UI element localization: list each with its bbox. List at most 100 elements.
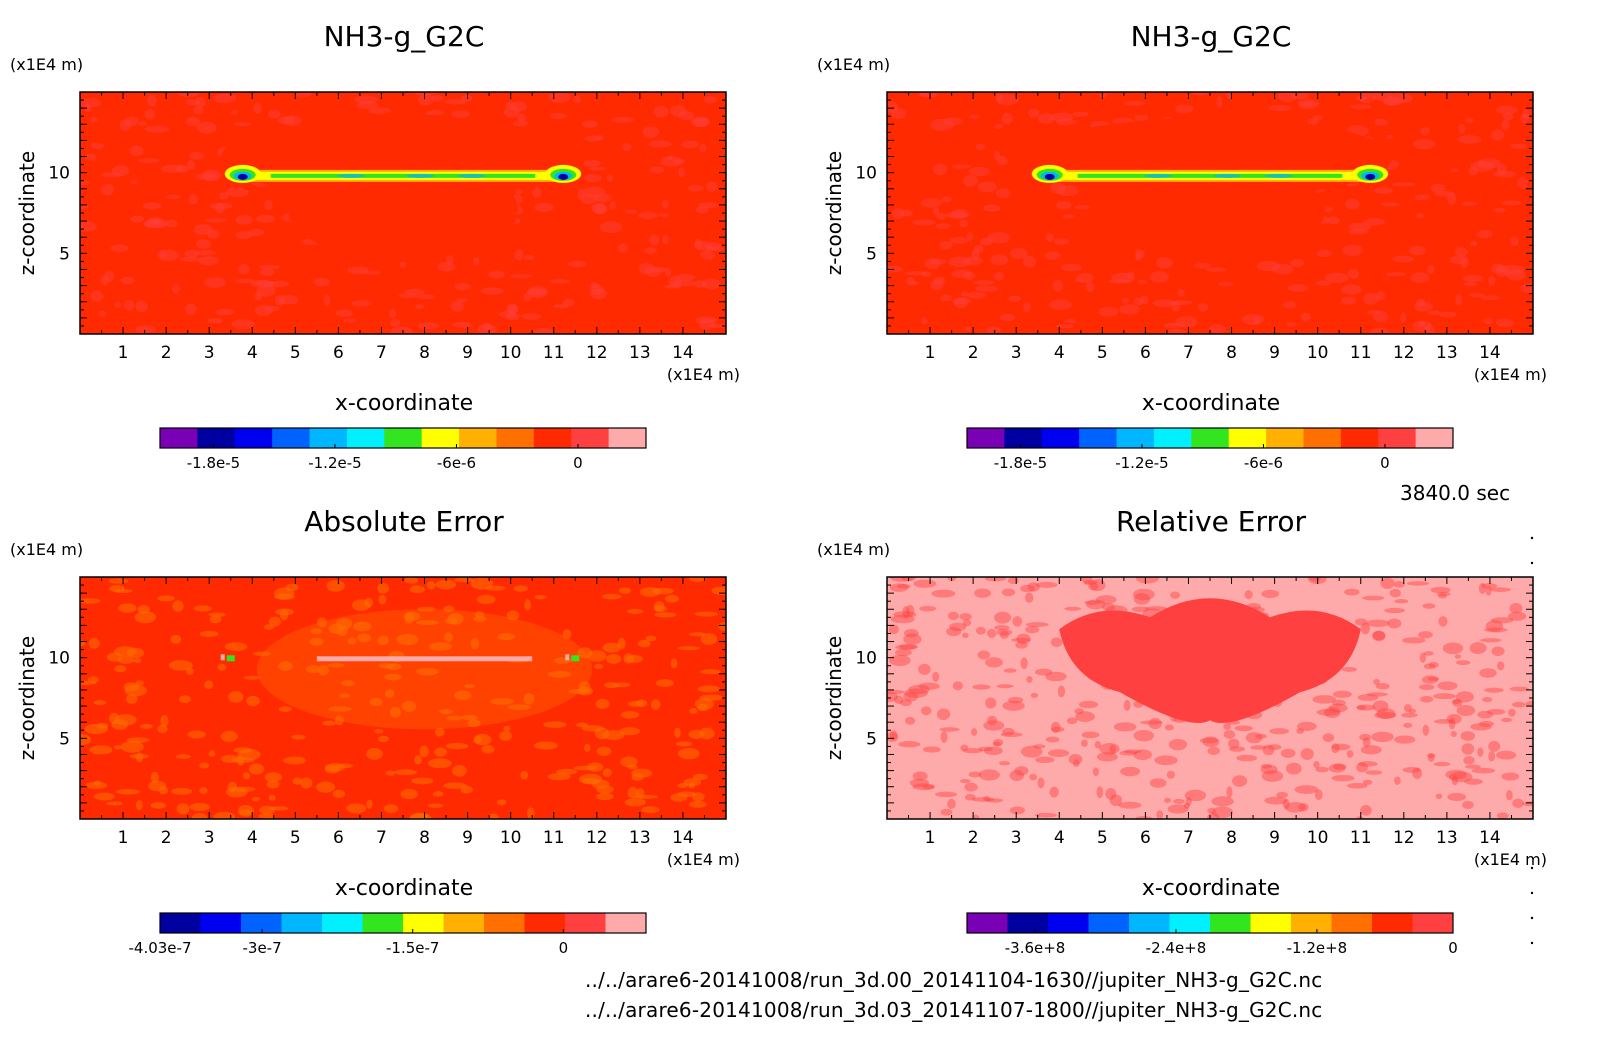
texture-blob — [899, 699, 912, 707]
texture-blob — [689, 632, 707, 637]
texture-blob — [1510, 236, 1519, 247]
texture-blob — [187, 159, 196, 171]
texture-blob — [948, 256, 972, 268]
texture-blob — [1470, 240, 1478, 247]
texture-blob — [654, 612, 677, 618]
texture-blob — [982, 204, 1001, 212]
texture-blob — [693, 280, 707, 288]
x-tick-label: 5 — [290, 828, 301, 848]
texture-blob — [971, 797, 995, 802]
texture-blob — [1360, 622, 1371, 635]
texture-blob — [1438, 616, 1448, 627]
texture-blob — [961, 632, 969, 638]
texture-blob — [583, 174, 602, 183]
x-tick-label: 13 — [1436, 343, 1458, 363]
texture-blob — [951, 269, 972, 279]
texture-blob — [114, 301, 121, 309]
x-tick-label: 10 — [500, 343, 522, 363]
x-tick-label: 6 — [1140, 828, 1151, 848]
texture-blob — [1331, 774, 1355, 782]
x-tick-label: 2 — [968, 343, 979, 363]
layer-spot — [457, 173, 486, 178]
texture-blob — [939, 727, 960, 732]
texture-blob — [253, 103, 262, 114]
texture-blob — [1297, 721, 1317, 731]
texture-blob — [217, 663, 227, 671]
texture-blob — [1164, 724, 1174, 731]
texture-blob — [214, 203, 226, 214]
texture-blob — [999, 313, 1016, 322]
colorbar-segment — [1169, 913, 1211, 933]
texture-blob — [133, 658, 142, 664]
texture-blob — [1229, 746, 1245, 752]
texture-blob — [123, 299, 134, 311]
texture-blob — [1520, 113, 1530, 124]
texture-blob — [1502, 112, 1514, 121]
x-tick-label: 11 — [1350, 343, 1372, 363]
texture-blob — [547, 670, 572, 678]
texture-blob — [1035, 581, 1058, 588]
texture-blob — [889, 583, 909, 592]
texture-blob — [1261, 770, 1284, 782]
texture-blob — [1212, 806, 1234, 819]
colorbar-segment — [281, 913, 323, 933]
texture-blob — [1127, 271, 1135, 280]
texture-blob — [389, 706, 401, 718]
texture-blob — [649, 166, 665, 174]
texture-blob — [964, 793, 976, 801]
texture-blob — [1085, 599, 1106, 610]
texture-blob — [1123, 699, 1131, 712]
texture-blob — [1001, 588, 1016, 597]
texture-blob — [1362, 595, 1385, 601]
texture-blob — [87, 676, 99, 684]
texture-blob — [1119, 750, 1138, 756]
texture-blob — [109, 584, 126, 593]
texture-blob — [675, 274, 696, 281]
lower-dome — [1095, 159, 1325, 260]
texture-blob — [404, 288, 425, 296]
texture-blob — [235, 215, 254, 225]
texture-blob — [428, 642, 453, 651]
file-path-1: ../../arare6-20141008/run_3d.00_20141104… — [585, 968, 1323, 992]
texture-blob — [960, 291, 969, 297]
texture-blob — [596, 785, 614, 794]
texture-blob — [1050, 112, 1074, 122]
texture-blob — [1107, 279, 1132, 284]
texture-blob — [974, 285, 999, 292]
texture-blob — [1401, 637, 1426, 644]
texture-blob — [434, 727, 445, 737]
colorbar-segment — [1331, 913, 1373, 933]
texture-blob — [952, 297, 972, 305]
texture-blob — [1003, 668, 1017, 673]
x-tick-label: 11 — [543, 828, 565, 848]
colorbar-segment — [1004, 428, 1043, 448]
texture-blob — [1051, 726, 1065, 732]
texture-blob — [218, 192, 229, 200]
texture-blob — [234, 278, 255, 284]
texture-blob — [1199, 737, 1219, 744]
texture-blob — [204, 218, 227, 223]
texture-blob — [80, 734, 92, 746]
texture-blob — [1207, 807, 1216, 814]
texture-blob — [443, 782, 467, 789]
texture-blob — [984, 577, 1007, 582]
texture-blob — [674, 727, 681, 739]
texture-blob — [385, 770, 395, 776]
texture-blob — [383, 804, 399, 813]
texture-blob — [1457, 135, 1482, 144]
texture-blob — [513, 585, 528, 592]
texture-blob — [1477, 710, 1494, 719]
texture-blob — [377, 635, 389, 645]
colorbar-segment — [197, 428, 236, 448]
texture-blob — [1312, 115, 1324, 121]
texture-blob — [170, 634, 182, 644]
texture-blob — [979, 237, 993, 246]
texture-blob — [89, 116, 99, 123]
texture-blob — [1035, 812, 1057, 818]
texture-blob — [695, 206, 709, 214]
texture-blob — [1507, 611, 1527, 621]
texture-blob — [1090, 579, 1106, 592]
colorbar-segment — [571, 428, 610, 448]
texture-blob — [698, 318, 716, 330]
texture-blob — [920, 198, 942, 208]
